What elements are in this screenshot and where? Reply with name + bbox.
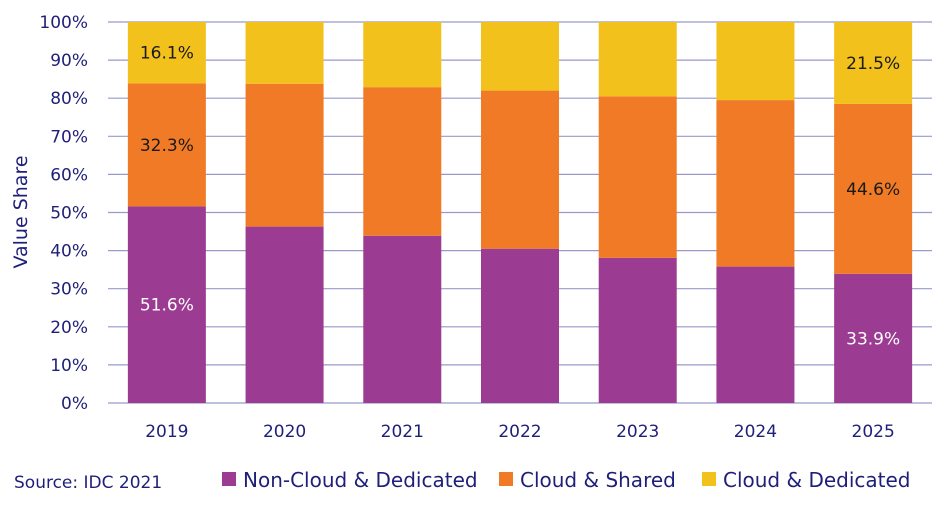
- bar-segment: [481, 248, 559, 403]
- legend-swatch: [499, 472, 513, 486]
- legend-label: Cloud & Shared: [520, 468, 676, 492]
- bar-segment: [598, 257, 677, 403]
- y-tick-label: 90%: [50, 51, 88, 71]
- bar-segment: [363, 22, 442, 88]
- bar-segment: [127, 83, 206, 207]
- x-tick-label: 2021: [381, 422, 424, 442]
- bar-segment: [598, 22, 677, 97]
- y-tick-label: 0%: [61, 394, 88, 414]
- y-tick-label: 10%: [50, 356, 88, 376]
- bar-segment: [834, 273, 913, 403]
- bar-segment: [598, 96, 677, 258]
- x-tick-label: 2020: [263, 422, 306, 442]
- x-tick-label: 2024: [734, 422, 777, 442]
- y-tick-label: 100%: [39, 13, 88, 33]
- y-axis-label: Value Share: [10, 155, 32, 268]
- x-tick-label: 2025: [852, 422, 895, 442]
- bar-segment: [481, 22, 559, 91]
- data-label: 16.1%: [140, 44, 194, 64]
- legend: Non-Cloud & Dedicated Cloud & Shared Cloud…: [222, 468, 911, 492]
- bars: [127, 22, 913, 403]
- y-tick-label: 20%: [50, 318, 88, 338]
- data-label: 51.6%: [140, 296, 194, 316]
- y-tick-label: 80%: [50, 89, 88, 109]
- bar-segment: [127, 206, 206, 403]
- y-tick-label: 30%: [50, 280, 88, 300]
- data-labels: 51.6% 32.3% 16.1% 33.9% 44.6% 21.5%: [140, 44, 900, 350]
- y-tick-label: 40%: [50, 242, 88, 262]
- data-label: 33.9%: [846, 329, 900, 349]
- x-axis-ticks: 2019 2020 2021 2022 2023 2024 2025: [145, 422, 895, 442]
- legend-swatch: [222, 472, 236, 486]
- bar-segment: [716, 266, 795, 403]
- y-tick-label: 70%: [50, 127, 88, 147]
- bar-segment: [245, 83, 324, 227]
- bar-segment: [127, 22, 206, 84]
- bar-segment: [245, 226, 324, 403]
- bar-segment: [716, 22, 795, 101]
- source-note: Source: IDC 2021: [14, 473, 162, 493]
- bar-segment: [363, 235, 442, 403]
- bar-segment: [481, 90, 559, 249]
- bar-segment: [245, 22, 324, 84]
- bar-segment: [834, 22, 913, 104]
- legend-label: Non-Cloud & Dedicated: [243, 468, 478, 492]
- bar-segment: [834, 103, 913, 274]
- x-tick-label: 2022: [498, 422, 541, 442]
- y-tick-label: 60%: [50, 165, 88, 185]
- legend-label: Cloud & Dedicated: [723, 468, 911, 492]
- bar-segment: [716, 100, 795, 267]
- data-label: 44.6%: [846, 180, 900, 200]
- data-label: 21.5%: [846, 54, 900, 74]
- y-tick-label: 50%: [50, 204, 88, 224]
- y-axis-ticks: 0% 10% 20% 30% 40% 50% 60% 70% 80% 90% 100%: [39, 13, 88, 414]
- x-tick-label: 2023: [616, 422, 659, 442]
- bar-segment: [363, 87, 442, 236]
- x-tick-label: 2019: [145, 422, 188, 442]
- legend-swatch: [702, 472, 716, 486]
- data-label: 32.3%: [140, 136, 194, 156]
